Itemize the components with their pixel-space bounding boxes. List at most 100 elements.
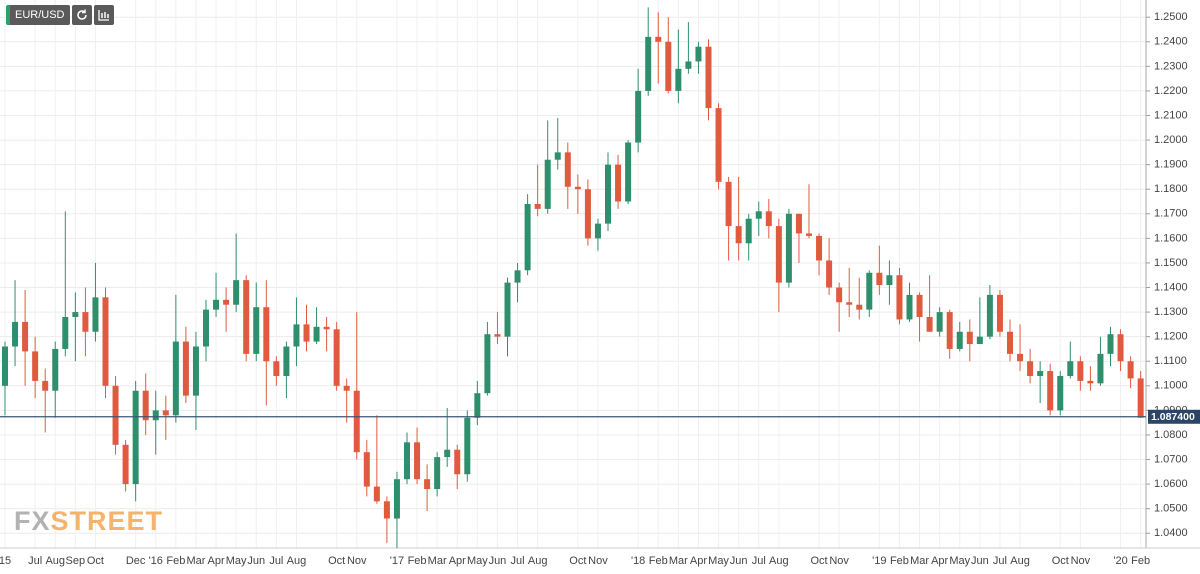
y-tick-label: 1.2500 [1154,11,1188,23]
y-tick-label: 1.0400 [1154,527,1188,539]
x-tick-label: Feb [890,555,909,567]
candle-body [745,218,752,244]
x-tick-label: Dec [126,555,146,567]
x-tick-label: Oct [87,555,104,567]
toolbar: EUR/USD [6,5,114,25]
candle-body [32,351,39,381]
candle-body [695,46,702,62]
candle-body [1107,334,1114,354]
candle-body [615,164,622,202]
y-tick-label: 1.1000 [1154,380,1188,392]
x-tick-label: Mar [428,555,447,567]
candle-body [52,348,59,391]
candle-body [1087,380,1094,384]
chart-type-button[interactable] [93,5,114,25]
x-tick-label: '19 [872,555,886,567]
candle-body [253,307,260,354]
y-tick-label: 1.1500 [1154,257,1188,269]
x-tick-label: Mar [669,555,688,567]
x-tick-label: Nov [347,555,367,567]
x-tick-label: Jul [993,555,1007,567]
candle-body [444,449,451,458]
candle-body [574,186,581,190]
candle-body [373,486,380,502]
last-price-label: 1.087400 [1151,411,1195,423]
x-tick-label: Mar [910,555,929,567]
candle-body [303,324,310,342]
candle-body [263,307,270,362]
x-tick-label: '16 [149,555,163,567]
candle-body [102,297,109,386]
candle-body [434,457,441,490]
candle-body [725,181,732,227]
x-tick-label: Aug [45,555,65,567]
last-price-tag [1148,409,1200,424]
x-tick-label: Jun [730,555,748,567]
candle-body [192,346,199,396]
candle-body [122,444,129,485]
candle-body [233,280,240,305]
y-tick-label: 1.0500 [1154,503,1188,515]
x-tick-label: Oct [328,555,345,567]
candle-body [474,393,481,418]
candle-body [966,331,973,345]
candle-body [213,299,220,310]
x-tick-label: Feb [408,555,427,567]
candle-body [775,226,782,283]
watermark-street: STREET [50,506,164,536]
candle-body [645,36,652,91]
x-tick-label: Aug [528,555,548,567]
candle-body [1077,361,1084,381]
y-tick-label: 1.1800 [1154,183,1188,195]
x-tick-label: Oct [1052,555,1069,567]
x-tick-label: Sep [66,555,86,567]
y-tick-label: 1.0700 [1154,453,1188,465]
candle-body [22,321,29,352]
x-tick-label: '20 [1113,555,1127,567]
candle-body [383,501,390,519]
chart-icon [97,10,109,21]
candle-body [1057,375,1064,411]
candle-body [12,321,19,347]
x-tick-label: May [949,555,970,567]
candle-body [132,390,139,485]
candle-body [484,334,491,394]
x-tick-label: Feb [1131,555,1150,567]
x-tick-label: Oct [810,555,827,567]
y-tick-label: 1.2200 [1154,85,1188,97]
y-tick-label: 1.1100 [1154,355,1187,367]
refresh-button[interactable] [71,5,92,25]
candle-body [685,61,692,69]
candle-body [323,326,330,330]
candle-body [1007,331,1013,354]
candle-body [313,326,320,342]
candle-body [675,68,682,91]
x-tick-label: Apr [931,555,948,567]
candle-body [1017,353,1024,362]
x-tick-label: Jun [489,555,507,567]
candle-body [494,334,501,337]
candle-body [735,226,742,244]
x-tick-label: '18 [631,555,645,567]
candle-body [986,294,993,337]
candle-body [906,294,913,320]
x-tick-label: Jul [511,555,525,567]
candle-body [956,331,963,349]
x-tick-label: Apr [207,555,224,567]
x-tick-label: Jul [752,555,766,567]
candle-body [876,272,883,286]
candle-body [564,152,571,187]
candle-body [393,479,400,519]
candle-body [514,270,521,283]
candle-body [635,90,642,143]
candle-body [2,346,8,386]
symbol-button[interactable]: EUR/USD [6,5,70,25]
candle-body [363,452,370,487]
y-tick-label: 1.1600 [1154,232,1188,244]
candle-body [996,294,1003,332]
candle-body [203,309,209,347]
x-tick-label: '17 [390,555,404,567]
candle-body [705,46,712,109]
